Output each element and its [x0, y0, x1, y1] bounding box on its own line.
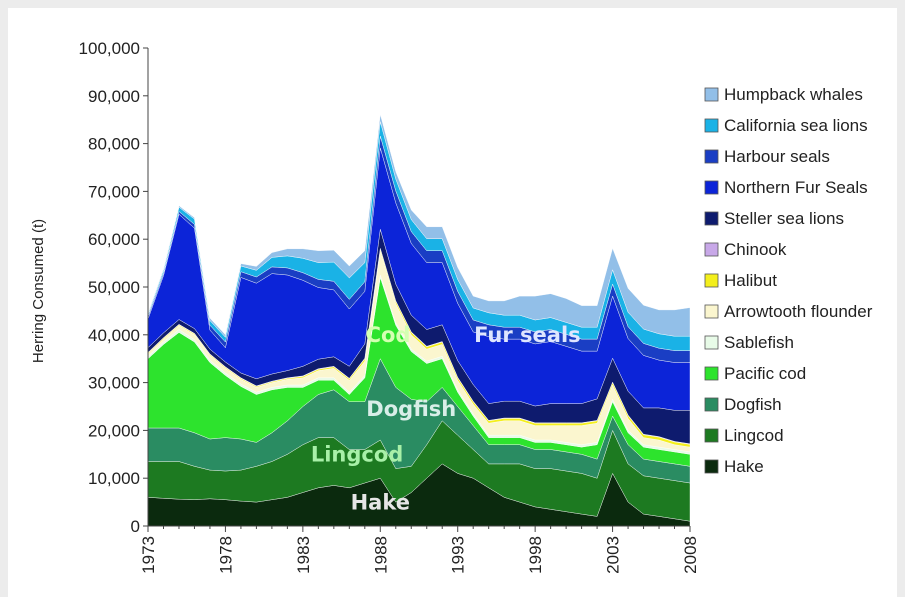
- y-axis-label: Herring Consumed (t): [30, 219, 47, 363]
- legend-label-steller-sea-lions: Steller sea lions: [724, 209, 844, 228]
- legend-label-humpback-whales: Humpback whales: [724, 85, 863, 104]
- y-tick-label: 100,000: [79, 39, 140, 58]
- annotation-lingcod: Lingcod: [311, 442, 403, 466]
- y-tick-label: 50,000: [88, 278, 140, 297]
- annotation-cod: Cod: [366, 323, 411, 347]
- legend-label-california-sea-lions: California sea lions: [724, 116, 868, 135]
- legend-swatch-lingcod: [704, 428, 719, 443]
- legend-label-pacific-cod: Pacific cod: [724, 364, 806, 383]
- legend-swatch-sablefish: [704, 335, 719, 350]
- y-tick-label: 60,000: [88, 230, 140, 249]
- y-tick-label: 30,000: [88, 374, 140, 393]
- legend-swatch-pacific-cod: [704, 366, 719, 381]
- x-tick-label: 1988: [371, 536, 390, 574]
- stacked-area-chart: 0 10,000 20,000 30,000 40,000 50,000 60,000 70,…: [30, 39, 873, 574]
- x-tick-label: 1998: [526, 536, 545, 574]
- annotation-fur-seals: Fur seals: [474, 323, 581, 347]
- legend-swatch-halibut: [704, 273, 719, 288]
- y-tick-label: 40,000: [88, 326, 140, 345]
- y-tick-label: 70,000: [88, 182, 140, 201]
- legend-swatch-california-sea-lions: [704, 118, 719, 133]
- legend-label-dogfish: Dogfish: [724, 395, 782, 414]
- area-humpback-whales: [147, 114, 691, 338]
- x-tick-label: 1978: [216, 536, 235, 574]
- x-tick-labels: 1973 1978 1983 1988 1993 1998 2003 2008: [139, 526, 700, 574]
- area-annotations: Hake Lingcod Dogfish Cod Fur seals: [311, 323, 581, 514]
- x-tick-label: 2003: [604, 536, 623, 574]
- x-tick-label: 1993: [449, 536, 468, 574]
- legend-swatch-chinook: [704, 242, 719, 257]
- annotation-dogfish: Dogfish: [366, 397, 456, 421]
- legend-swatch-hake: [704, 459, 719, 474]
- area-layer: [147, 114, 691, 527]
- y-tick-label: 90,000: [88, 87, 140, 106]
- legend-swatch-dogfish: [704, 397, 719, 412]
- legend-label-harbour-seals: Harbour seals: [724, 147, 830, 166]
- legend-label-lingcod: Lingcod: [724, 426, 784, 445]
- y-tick-label: 10,000: [88, 469, 140, 488]
- x-tick-label: 1973: [139, 536, 158, 574]
- legend-label-halibut: Halibut: [724, 271, 777, 290]
- y-tick-label: 80,000: [88, 135, 140, 154]
- legend-label-chinook: Chinook: [724, 240, 787, 259]
- y-tick-labels: 0 10,000 20,000 30,000 40,000 50,000 60,000 70,…: [79, 39, 148, 536]
- legend-label-hake: Hake: [724, 457, 764, 476]
- legend-swatch-harbour-seals: [704, 149, 719, 164]
- chart-panel: 0 10,000 20,000 30,000 40,000 50,000 60,000 70,…: [8, 8, 897, 597]
- y-tick-label: 20,000: [88, 421, 140, 440]
- legend: Humpback whales California sea lions Harbo…: [704, 85, 873, 476]
- legend-swatch-humpback-whales: [704, 87, 719, 102]
- legend-label-arrowtooth-flounder: Arrowtooth flounder: [724, 302, 873, 321]
- annotation-hake: Hake: [351, 490, 410, 514]
- legend-swatch-steller-sea-lions: [704, 211, 719, 226]
- y-tick-label: 0: [131, 517, 140, 536]
- legend-label-northern-fur-seals: Northern Fur Seals: [724, 178, 868, 197]
- legend-swatch-arrowtooth-flounder: [704, 304, 719, 319]
- x-tick-label: 1983: [294, 536, 313, 574]
- x-tick-label: 2008: [681, 536, 700, 574]
- legend-label-sablefish: Sablefish: [724, 333, 794, 352]
- legend-swatch-northern-fur-seals: [704, 180, 719, 195]
